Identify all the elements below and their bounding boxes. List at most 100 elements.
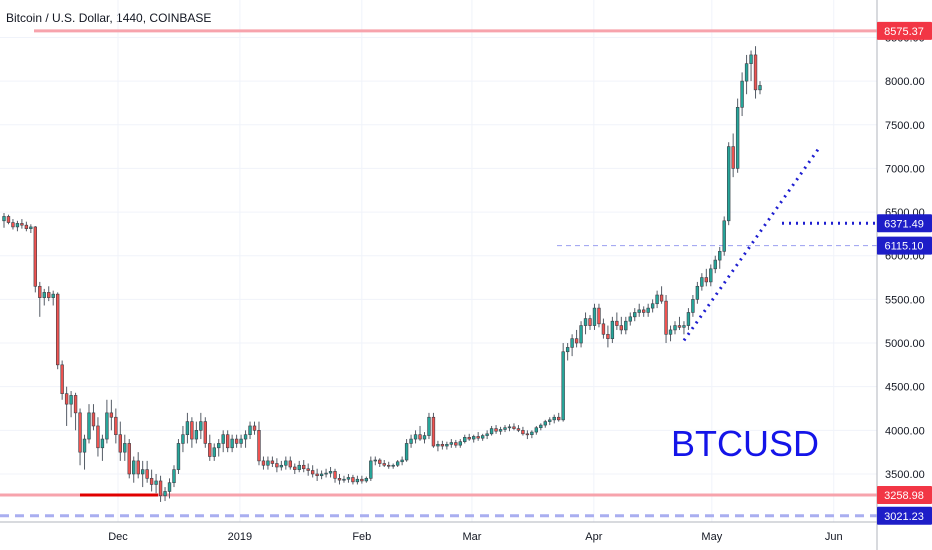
candle[interactable] [624,316,628,335]
candle[interactable] [633,308,637,322]
candle[interactable] [243,430,248,448]
candle[interactable] [597,303,601,328]
candle[interactable] [561,343,565,422]
candle[interactable] [176,439,181,474]
candle[interactable] [619,316,624,335]
candle[interactable] [140,460,145,488]
candle[interactable] [507,424,512,432]
candle[interactable] [136,452,140,479]
candle[interactable] [181,425,185,453]
candle[interactable] [539,423,543,431]
candle[interactable] [266,456,270,470]
candle[interactable] [306,463,310,476]
candle[interactable] [740,72,744,117]
candle[interactable] [96,417,100,457]
candle[interactable] [722,216,726,256]
candle[interactable] [190,417,194,448]
candle[interactable] [592,303,597,330]
candle[interactable] [163,487,167,502]
chart-drawings[interactable] [80,145,877,497]
candle[interactable] [194,421,199,444]
candle[interactable] [682,321,686,335]
candle[interactable] [574,329,579,348]
time-axis[interactable]: Dec 2019 Feb Mar Apr May Jun [0,521,932,543]
candle[interactable] [378,458,382,467]
candle[interactable] [33,226,38,293]
candle[interactable] [391,463,395,469]
candle[interactable] [463,434,467,444]
candle[interactable] [47,286,51,302]
candle[interactable] [610,316,615,344]
candle[interactable] [498,426,503,435]
candle[interactable] [60,360,64,400]
candle[interactable] [319,470,324,480]
candle[interactable] [570,334,574,357]
candle[interactable] [123,434,127,461]
candlestick-series[interactable] [2,46,762,502]
candle[interactable] [333,468,337,483]
candle[interactable] [382,460,386,467]
candle[interactable] [230,434,234,453]
candle[interactable] [302,460,306,473]
candle[interactable] [284,456,288,470]
candle[interactable] [132,456,136,483]
candle[interactable] [709,264,713,287]
candle[interactable] [467,433,471,441]
candle[interactable] [185,412,190,444]
candle[interactable] [167,478,172,499]
candle[interactable] [248,421,252,440]
candle[interactable] [664,295,668,344]
candle[interactable] [109,399,114,431]
candle[interactable] [485,430,489,440]
candle[interactable] [127,439,131,479]
candle[interactable] [413,430,418,444]
candle[interactable] [288,456,292,470]
candle[interactable] [239,434,243,448]
candle[interactable] [668,325,673,342]
candle[interactable] [530,430,534,439]
candle[interactable] [342,475,346,483]
candle[interactable] [73,392,78,431]
candle[interactable] [203,417,207,448]
candle[interactable] [118,421,122,461]
candle[interactable] [753,46,758,99]
candle[interactable] [42,288,46,306]
candle[interactable] [700,273,704,291]
candle[interactable] [346,473,351,483]
candle[interactable] [646,303,650,317]
candle[interactable] [476,432,480,441]
candle[interactable] [87,404,91,444]
candle[interactable] [279,460,284,471]
candle[interactable] [758,81,762,95]
candle[interactable] [601,318,606,339]
candle[interactable] [695,281,700,304]
candle[interactable] [521,426,525,436]
candle[interactable] [369,456,373,481]
candle[interactable] [543,419,547,428]
candle[interactable] [673,321,677,335]
candle[interactable] [64,386,69,426]
candle[interactable] [726,142,731,226]
candle[interactable] [310,465,315,478]
candle[interactable] [494,425,498,434]
candle[interactable] [100,434,105,461]
candle[interactable] [172,465,176,488]
candle[interactable] [351,474,355,485]
candle[interactable] [270,456,275,467]
candle[interactable] [713,255,717,274]
candle[interactable] [337,473,342,485]
candle[interactable] [149,469,154,492]
candle[interactable] [718,246,722,269]
candle[interactable] [324,468,328,478]
candle[interactable] [642,306,646,317]
candle[interactable] [454,439,458,448]
candle[interactable] [293,463,297,474]
candle[interactable] [583,312,588,335]
candle[interactable] [440,440,445,450]
candle[interactable] [24,221,29,232]
candle[interactable] [69,391,73,418]
candle[interactable] [158,475,163,502]
candle[interactable] [686,308,691,330]
candle[interactable] [449,439,454,448]
